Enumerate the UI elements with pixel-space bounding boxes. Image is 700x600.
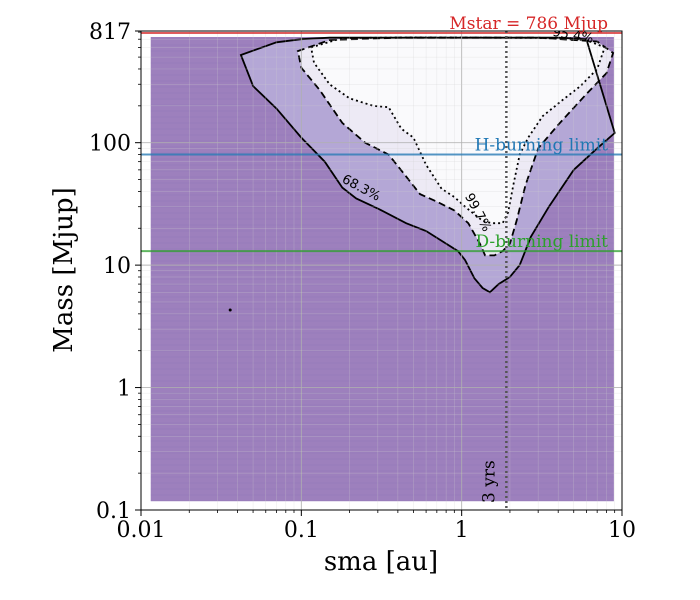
- x-tick-label: 10: [608, 518, 636, 543]
- y-tick-label: 100: [89, 132, 131, 157]
- reference-line-labels: Mstar = 786 Mjup H-burning limit D-burning…: [449, 14, 608, 503]
- y-tick-label: 0.1: [96, 499, 131, 524]
- reference-line-label: H-burning limit: [475, 136, 609, 156]
- stray-point: [228, 308, 232, 312]
- reference-line-label: D-burning limit: [475, 232, 608, 252]
- y-tick-label: 817: [89, 20, 131, 45]
- x-tick-label: 0.01: [117, 518, 166, 543]
- contour-fill-3: [311, 37, 605, 224]
- reference-line-label: Mstar = 786 Mjup: [449, 14, 608, 34]
- gridlines: [141, 31, 622, 510]
- y-tick-label: 1: [117, 377, 131, 402]
- x-tick-label: 0.1: [284, 518, 319, 543]
- reference-lines: [141, 31, 622, 510]
- contour-line-1: [239, 36, 616, 294]
- y-tick-label: 10: [103, 254, 131, 279]
- plot-area: 68.3%95.4%99.7%: [141, 31, 622, 510]
- x-axis-label: sma [au]: [324, 547, 438, 577]
- x-tick-label: 1: [455, 518, 469, 543]
- y-axis-label: Mass [Mjup]: [49, 187, 79, 352]
- period-label: 3 yrs: [479, 460, 499, 503]
- contour-line-3: [310, 36, 606, 225]
- contours-layer: [239, 36, 616, 294]
